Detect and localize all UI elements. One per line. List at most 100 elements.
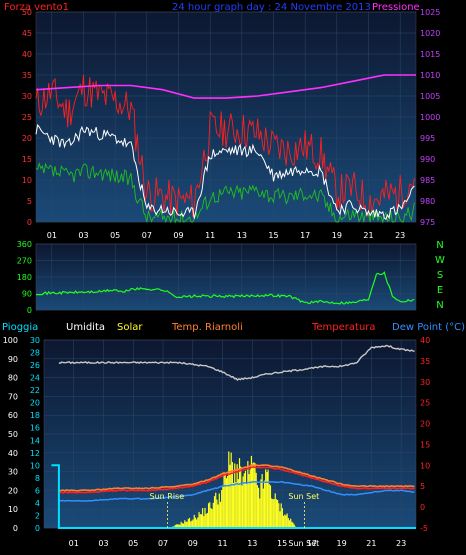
temperature-axis-tick: 20	[420, 420, 430, 429]
wind-axis-tick: 40	[22, 50, 32, 59]
wind-axis-tick: 10	[22, 176, 32, 185]
wind-axis-tick: 35	[22, 71, 32, 80]
sun-set-label: Sun Set	[288, 492, 319, 501]
compass-label: N	[436, 300, 443, 311]
temp-humidity-chart: Pioggia Umidita Solar Temp. Riarnoli Tem…	[2, 322, 465, 548]
x-axis-tick: 23	[395, 231, 405, 240]
x-axis-tick: 15	[268, 231, 278, 240]
pressure-axis-tick: 1010	[420, 71, 440, 80]
rain-axis-tick: 12	[30, 449, 40, 458]
x-axis-tick: 19	[332, 231, 342, 240]
series-media	[35, 161, 415, 224]
pressure-axis-tick: 990	[420, 155, 435, 164]
x-axis-tick: 21	[363, 231, 373, 240]
humidity-axis-tick: 100	[3, 336, 18, 345]
legend-temp-riarnoli: Temp. Riarnoli	[171, 322, 243, 333]
humidity-axis-tick: 80	[8, 374, 18, 383]
temperature-axis-tick: -5	[420, 524, 428, 533]
x-axis-tick: 17	[300, 231, 310, 240]
humidity-axis-tick: 60	[8, 411, 18, 420]
series-temp-riarnoli	[58, 464, 415, 492]
rain-axis-tick: 0	[35, 524, 40, 533]
x-axis-tick: 17	[307, 539, 317, 548]
pressure-axis-tick: 1025	[420, 8, 440, 17]
x-axis-tick: 13	[247, 539, 257, 548]
pressure-axis-tick: 1020	[420, 29, 440, 38]
compass-label: S	[437, 270, 443, 281]
x-axis-tick: 19	[337, 539, 347, 548]
direction-axis-tick: 90	[22, 290, 32, 299]
wind-axis-tick: 50	[22, 8, 32, 17]
x-axis-tick: 15	[277, 539, 287, 548]
x-axis-tick: 11	[217, 539, 227, 548]
legend-rain: Pioggia	[2, 322, 38, 333]
legend-humidity: Umidita	[66, 322, 105, 333]
x-axis-tick: 11	[205, 231, 215, 240]
series-dew-point	[58, 480, 415, 502]
temperature-axis-tick: 30	[420, 378, 430, 387]
x-axis-tick: 05	[128, 539, 138, 548]
humidity-axis-tick: 30	[8, 468, 18, 477]
x-axis-tick: 01	[47, 231, 57, 240]
sun-set-axis-label: Sun Set	[288, 539, 319, 548]
compass-label: E	[437, 285, 443, 296]
legend-temperature: Temperatura	[311, 322, 376, 333]
rain-axis-tick: 14	[30, 436, 40, 445]
pressure-axis-tick: 1015	[420, 50, 440, 59]
temperature-axis-tick: 25	[420, 399, 430, 408]
pressure-axis-tick: 1005	[420, 92, 440, 101]
rain-axis-tick: 26	[30, 361, 40, 370]
series-raffica	[35, 74, 415, 217]
rain-axis-tick: 16	[30, 424, 40, 433]
rain-axis-tick: 28	[30, 349, 40, 358]
x-axis-tick: 09	[188, 539, 198, 548]
temperature-axis-tick: 5	[420, 482, 425, 491]
x-axis-tick: 01	[69, 539, 79, 548]
humidity-axis-tick: 50	[8, 430, 18, 439]
rain-axis-tick: 10	[30, 461, 40, 470]
wind-axis-tick: 5	[27, 197, 32, 206]
rain-axis-tick: 2	[35, 511, 40, 520]
rain-axis-tick: 22	[30, 386, 40, 395]
x-axis-tick: 21	[366, 539, 376, 548]
pressure-axis-tick: 980	[420, 197, 435, 206]
series-direzione	[35, 271, 415, 305]
chart-title: 24 hour graph day : 24 Novembre 2013	[172, 2, 371, 13]
wind-axis-tick: 15	[22, 155, 32, 164]
sun-rise-label: Sun Rise	[150, 492, 185, 501]
pressure-axis-tick: 1000	[420, 113, 440, 122]
rain-axis-tick: 8	[35, 474, 40, 483]
temperature-axis-tick: 10	[420, 461, 430, 470]
direction-axis-tick: 360	[17, 240, 32, 249]
compass-label: N	[436, 240, 443, 251]
pressure-axis-tick: 985	[420, 176, 435, 185]
x-axis-tick: 03	[98, 539, 108, 548]
direction-axis-tick: 270	[17, 257, 32, 266]
humidity-axis-tick: 0	[13, 524, 18, 533]
rain-axis-tick: 24	[30, 374, 40, 383]
humidity-axis-tick: 70	[8, 392, 18, 401]
series-pressione	[35, 74, 416, 99]
series-temperatura	[58, 466, 415, 494]
rain-axis-tick: 20	[30, 399, 40, 408]
humidity-axis-tick: 20	[8, 486, 18, 495]
x-axis-tick: 05	[110, 231, 120, 240]
x-axis-tick: 07	[158, 539, 168, 548]
series-umidita	[58, 344, 415, 381]
rain-axis-tick: 18	[30, 411, 40, 420]
temperature-axis-tick: 40	[420, 336, 430, 345]
pressure-axis-tick: 975	[420, 218, 435, 227]
wind-axis-tick: 25	[22, 113, 32, 122]
temperature-axis-tick: 15	[420, 440, 430, 449]
x-axis-tick: 03	[78, 231, 88, 240]
direction-axis-tick: 0	[27, 306, 32, 315]
legend-dewpoint: Dew Point (°C)	[392, 322, 465, 333]
temperature-axis-tick: 35	[420, 357, 430, 366]
rain-axis-tick: 4	[35, 499, 40, 508]
pressure-axis-title: Pressione	[372, 2, 420, 13]
temperature-axis-tick: 0	[420, 503, 425, 512]
x-axis-tick: 09	[173, 231, 183, 240]
wind-pressure-grid	[36, 11, 416, 223]
